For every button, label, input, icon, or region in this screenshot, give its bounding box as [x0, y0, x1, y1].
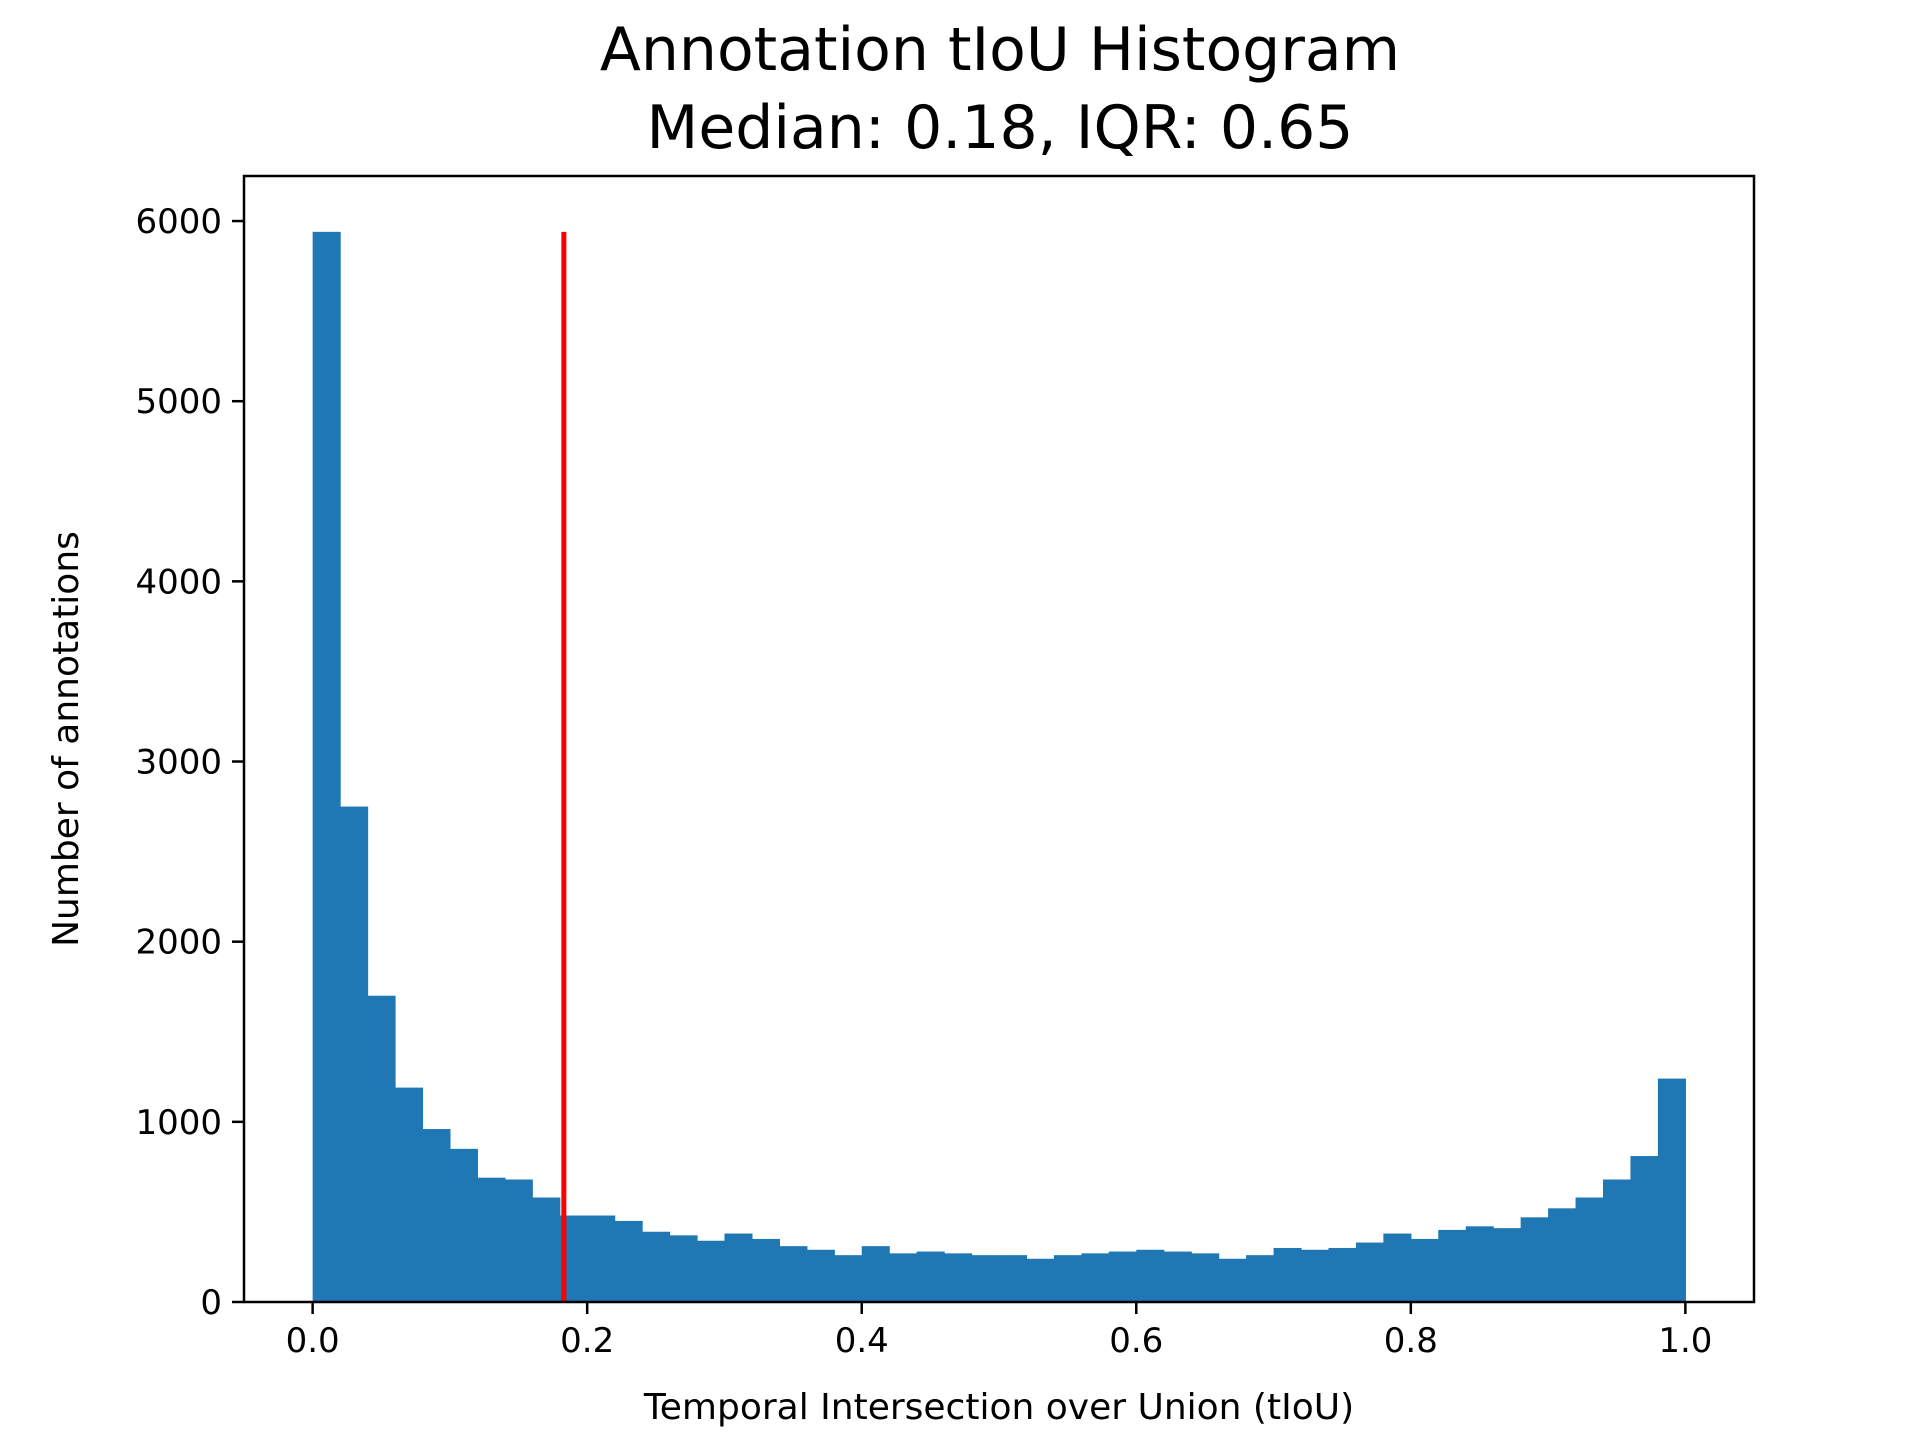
- histogram-bar: [1328, 1247, 1357, 1302]
- histogram-bar: [1630, 1156, 1659, 1302]
- histogram-bar: [614, 1220, 643, 1302]
- x-tick-label: 0.6: [1109, 1321, 1163, 1361]
- histogram-bar: [1081, 1253, 1110, 1302]
- histogram-bar: [1493, 1228, 1522, 1302]
- histogram-bar: [861, 1246, 890, 1302]
- histogram-bar: [422, 1129, 451, 1302]
- histogram-bar: [889, 1253, 918, 1302]
- y-tick-label: 6000: [135, 202, 222, 242]
- histogram-bar: [999, 1255, 1028, 1302]
- histogram-bar: [724, 1233, 753, 1302]
- histogram-bar: [1657, 1078, 1686, 1302]
- histogram-bar: [669, 1235, 698, 1302]
- histogram-bar: [1520, 1217, 1549, 1302]
- histogram-bar: [312, 231, 341, 1302]
- histogram-bar: [1273, 1247, 1302, 1302]
- x-tick-label: 1.0: [1658, 1321, 1712, 1361]
- chart-title: Annotation tIoU Histogram Median: 0.18, …: [600, 15, 1400, 163]
- histogram-bar: [504, 1179, 533, 1302]
- plot-area-frame: [242, 174, 1756, 1304]
- histogram-bar: [1548, 1208, 1577, 1302]
- histogram-bar: [806, 1249, 835, 1302]
- histogram-bar: [340, 806, 369, 1302]
- histogram-bar: [834, 1255, 863, 1302]
- x-tick-label: 0.2: [560, 1321, 614, 1361]
- histogram-bar: [367, 995, 396, 1302]
- chart-title-line-1: Annotation tIoU Histogram: [600, 15, 1400, 85]
- y-tick-label: 3000: [135, 743, 222, 783]
- x-axis-label: Temporal Intersection over Union (tIoU): [643, 1387, 1354, 1428]
- histogram-bar: [751, 1238, 780, 1302]
- histogram-bar: [1246, 1255, 1275, 1302]
- x-tick-label: 0.4: [835, 1321, 889, 1361]
- histogram-bars: [312, 231, 1686, 1302]
- histogram-bar: [1438, 1229, 1467, 1302]
- histogram-bar: [532, 1197, 561, 1302]
- histogram-bar: [395, 1087, 424, 1302]
- histogram-bar: [779, 1246, 808, 1302]
- histogram-bar: [1163, 1251, 1192, 1302]
- y-tick-label: 4000: [135, 562, 222, 602]
- y-tick-label: 5000: [135, 382, 222, 422]
- y-tick-label: 2000: [135, 923, 222, 963]
- histogram-bar: [1191, 1253, 1220, 1302]
- histogram-bar: [697, 1240, 726, 1302]
- histogram-bar: [916, 1251, 945, 1302]
- histogram-bar: [1026, 1258, 1055, 1302]
- histogram-bar: [971, 1255, 1000, 1302]
- x-tick-label: 0.0: [286, 1321, 340, 1361]
- histogram-bar: [477, 1177, 506, 1302]
- histogram-bar: [1136, 1249, 1165, 1302]
- histogram-bar: [1603, 1179, 1632, 1302]
- y-axis-ticks: 0 1000 2000 3000 4000 5000 6000: [135, 202, 244, 1323]
- histogram-bar: [1410, 1238, 1439, 1302]
- y-tick-label: 1000: [135, 1103, 222, 1143]
- y-axis-label: Number of annotations: [46, 531, 87, 947]
- chart-title-line-2: Median: 0.18, IQR: 0.65: [647, 93, 1354, 163]
- histogram-bar: [1053, 1255, 1082, 1302]
- histogram-bar: [1383, 1233, 1412, 1302]
- histogram-bar: [1355, 1242, 1384, 1302]
- histogram-bar: [587, 1215, 616, 1302]
- histogram-bar: [642, 1231, 671, 1302]
- x-axis-ticks: 0.0 0.2 0.4 0.6 0.8 1.0: [286, 1302, 1712, 1361]
- histogram-bar: [1301, 1249, 1330, 1302]
- histogram-bar: [449, 1148, 478, 1302]
- x-tick-label: 0.8: [1384, 1321, 1438, 1361]
- y-tick-label: 0: [200, 1283, 222, 1323]
- histogram-bar: [1108, 1251, 1137, 1302]
- histogram-bar: [944, 1253, 973, 1302]
- histogram-bar: [1218, 1258, 1247, 1302]
- histogram-bar: [1575, 1197, 1604, 1302]
- histogram-bar: [1465, 1226, 1494, 1302]
